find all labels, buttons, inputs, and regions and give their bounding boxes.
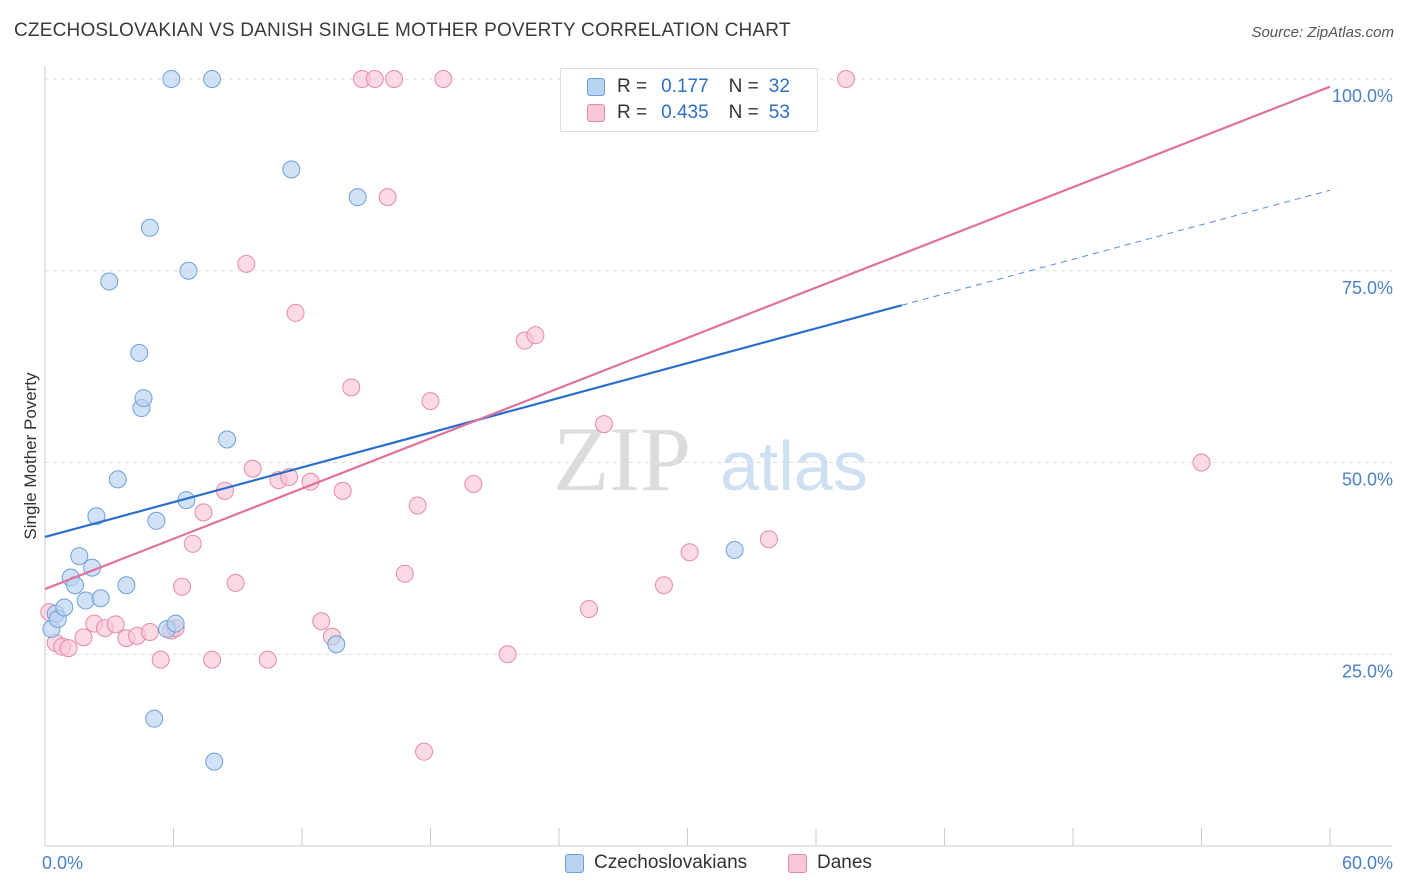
- legend-swatch-blue: [565, 853, 584, 873]
- danes-point: [395, 564, 414, 583]
- danes-point: [183, 534, 202, 553]
- r-label: R =: [617, 76, 648, 97]
- legend-label: Danes: [817, 852, 872, 873]
- danes-point: [680, 543, 699, 562]
- y-axis-label: Single Mother Poverty: [21, 372, 40, 540]
- danes-point: [106, 615, 125, 634]
- czechoslovakians-point: [348, 188, 367, 207]
- y-tick-label: 25.0%: [1342, 661, 1393, 681]
- czechoslovakians-point: [203, 70, 222, 88]
- danes-point: [74, 628, 93, 647]
- czechoslovakians-point: [179, 261, 198, 280]
- danes-point: [342, 378, 361, 397]
- danes-point: [151, 650, 170, 669]
- watermark-atlas: atlas: [720, 427, 868, 505]
- r-value: 0.177: [661, 76, 709, 97]
- legend-label: Czechoslovakians: [594, 852, 748, 873]
- danes-point: [243, 459, 262, 478]
- czechoslovakians-point: [145, 709, 164, 728]
- legend-row-danes: R = 0.435 N = 53: [587, 101, 790, 125]
- danes-point: [1192, 453, 1211, 472]
- danes-point: [579, 599, 598, 618]
- series-legend: Czechoslovakians Danes: [0, 852, 1406, 878]
- danes-point: [237, 254, 256, 273]
- danes-point: [286, 303, 305, 322]
- danes-point: [194, 503, 213, 522]
- danes-point: [421, 392, 440, 411]
- chart-title: CZECHOSLOVAKIAN VS DANISH SINGLE MOTHER …: [14, 20, 791, 41]
- danes-point: [173, 577, 192, 596]
- legend-item-danes[interactable]: Danes: [788, 852, 872, 874]
- danes-point: [59, 639, 78, 658]
- czechoslovakians-point: [162, 70, 181, 88]
- legend-row-czechoslovakians: R = 0.177 N = 32: [587, 75, 790, 99]
- legend-swatch-pink: [788, 853, 807, 873]
- danes-point: [464, 474, 483, 493]
- czechoslovakians-points: [42, 70, 744, 771]
- danes-point: [759, 530, 778, 549]
- x-tick-label: 0.0%: [42, 853, 83, 873]
- n-label: N =: [728, 76, 759, 97]
- czechoslovakians-point: [147, 511, 166, 530]
- danes-point: [434, 70, 453, 88]
- czechoslovakians-trend-extension: [901, 189, 1331, 306]
- r-label: R =: [617, 102, 648, 123]
- tick-labels: 25.0% 50.0% 75.0% 100.0% 0.0% 60.0%: [42, 86, 1393, 873]
- czechoslovakians-point: [205, 752, 224, 771]
- czechoslovakians-point: [117, 576, 136, 595]
- danes-point: [836, 70, 855, 88]
- danes-point: [258, 650, 277, 669]
- danes-point: [415, 742, 434, 761]
- danes-point: [526, 326, 545, 345]
- czechoslovakians-point: [725, 540, 744, 559]
- n-label: N =: [728, 102, 759, 123]
- czechoslovakians-point: [282, 160, 301, 179]
- danes-point: [365, 70, 384, 88]
- danes-point: [226, 573, 245, 592]
- czechoslovakians-point: [87, 507, 106, 526]
- correlation-legend: R = 0.177 N = 32 R = 0.435 N = 53: [560, 68, 818, 132]
- danes-point: [140, 623, 159, 642]
- n-value: 32: [768, 76, 790, 97]
- danes-point: [408, 496, 427, 515]
- czechoslovakians-point: [100, 272, 119, 291]
- n-value: 53: [768, 102, 790, 123]
- czechoslovakians-point: [76, 591, 95, 610]
- r-value: 0.435: [661, 102, 709, 123]
- czechoslovakians-point: [140, 218, 159, 237]
- axes: [44, 66, 1392, 847]
- czechoslovakians-point: [134, 389, 153, 408]
- czechoslovakians-point: [327, 635, 346, 654]
- czechoslovakians-point: [218, 430, 237, 449]
- danes-point: [498, 645, 517, 664]
- danes-point: [312, 612, 331, 631]
- watermark-zip: ZIP: [553, 408, 691, 510]
- trend-lines: [44, 85, 1331, 591]
- gridlines: [45, 78, 1392, 655]
- danes-point: [654, 576, 673, 595]
- czechoslovakians-point: [91, 589, 110, 608]
- danes-point: [378, 188, 397, 207]
- legend-item-czechoslovakians[interactable]: Czechoslovakians: [565, 852, 747, 874]
- czechoslovakians-point: [108, 470, 127, 489]
- czechoslovakians-point: [70, 547, 89, 566]
- y-tick-label: 50.0%: [1342, 470, 1393, 490]
- danes-point: [385, 70, 404, 88]
- x-tick-label: 60.0%: [1342, 853, 1393, 873]
- czechoslovakians-point: [166, 614, 185, 633]
- danes-point: [203, 650, 222, 669]
- legend-swatch-pink: [587, 104, 605, 122]
- danes-point: [594, 415, 613, 434]
- y-tick-label: 75.0%: [1342, 278, 1393, 298]
- danes-trend-line: [44, 85, 1331, 591]
- legend-swatch-blue: [587, 78, 605, 96]
- y-tick-label: 100.0%: [1332, 86, 1393, 106]
- danes-point: [333, 481, 352, 500]
- czechoslovakians-point: [55, 598, 74, 617]
- czechoslovakians-point: [130, 343, 149, 362]
- source-label: Source: ZipAtlas.com: [1251, 24, 1394, 41]
